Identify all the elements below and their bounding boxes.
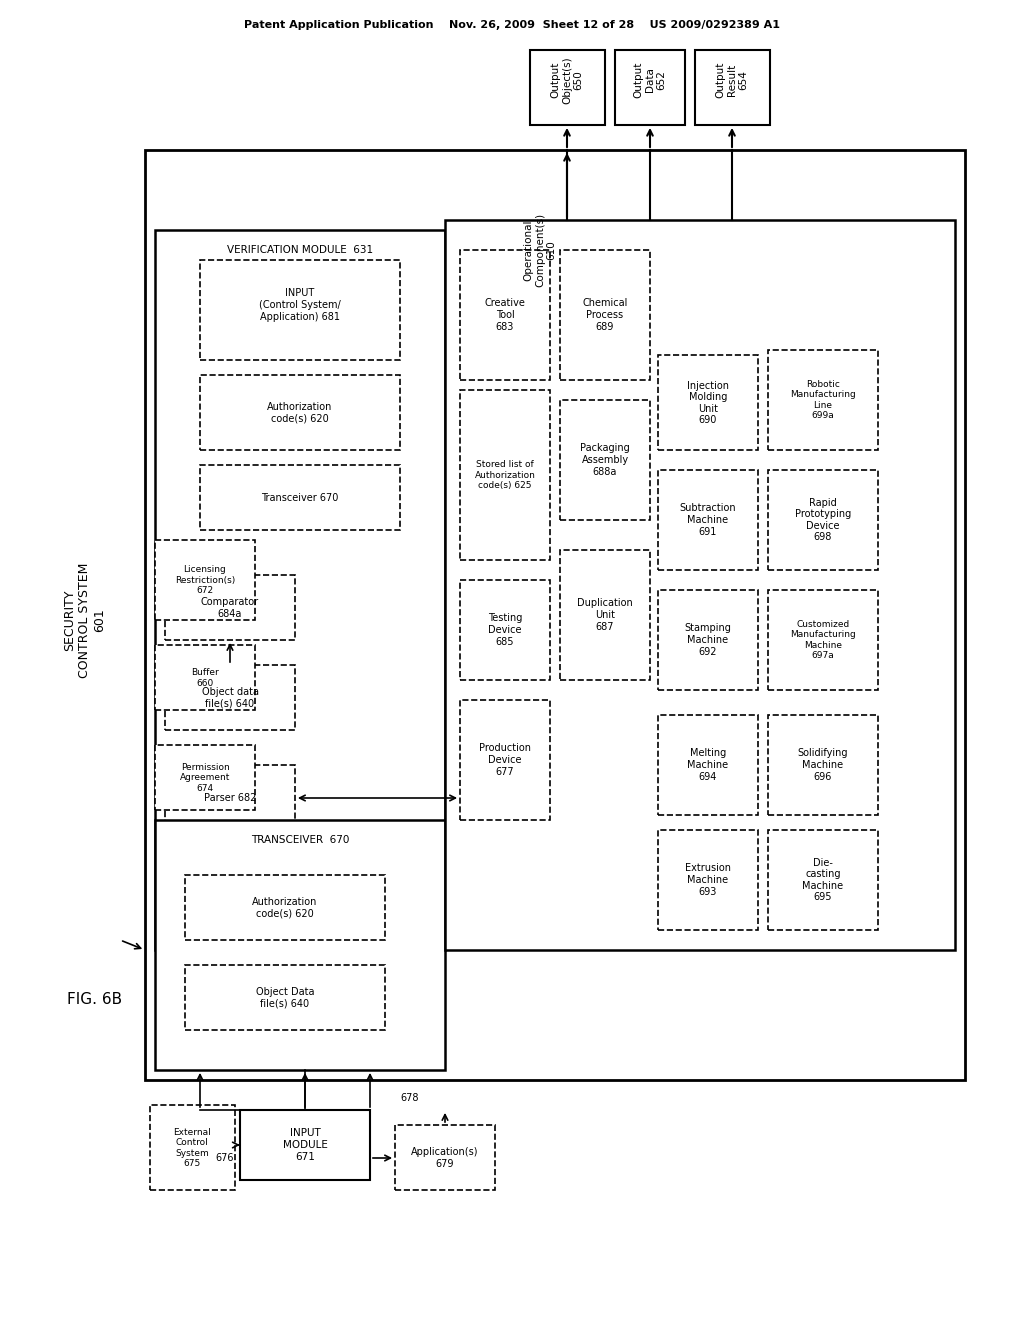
Text: Transceiver 670: Transceiver 670 [261,492,339,503]
Text: Subtraction
Machine
691: Subtraction Machine 691 [680,503,736,537]
Text: Packaging
Assembly
688a: Packaging Assembly 688a [581,444,630,477]
FancyBboxPatch shape [155,820,445,1071]
Text: External
Control
System
675: External Control System 675 [173,1127,211,1168]
FancyBboxPatch shape [460,700,550,820]
FancyBboxPatch shape [615,50,685,125]
Text: Operational
Component(s)
610: Operational Component(s) 610 [523,213,557,286]
FancyBboxPatch shape [768,350,878,450]
Text: Object data
file(s) 640: Object data file(s) 640 [202,688,258,709]
Text: 678: 678 [400,1093,419,1104]
Text: FIG. 6B: FIG. 6B [68,993,123,1007]
Text: Customized
Manufacturing
Machine
697a: Customized Manufacturing Machine 697a [791,620,856,660]
FancyBboxPatch shape [155,744,255,810]
Text: Licensing
Restriction(s)
672: Licensing Restriction(s) 672 [175,565,236,595]
FancyBboxPatch shape [165,576,295,640]
FancyBboxPatch shape [768,470,878,570]
Text: Object Data
file(s) 640: Object Data file(s) 640 [256,987,314,1008]
FancyBboxPatch shape [165,665,295,730]
FancyBboxPatch shape [658,830,758,931]
Text: Permission
Agreement
674: Permission Agreement 674 [180,763,230,793]
FancyBboxPatch shape [658,590,758,690]
Text: Extrusion
Machine
693: Extrusion Machine 693 [685,863,731,896]
Text: Comparator
684a: Comparator 684a [201,597,259,619]
Text: Solidifying
Machine
696: Solidifying Machine 696 [798,748,848,781]
FancyBboxPatch shape [150,1105,234,1191]
Text: VERIFICATION MODULE  631: VERIFICATION MODULE 631 [227,246,373,255]
Text: Authorization
code(s) 620: Authorization code(s) 620 [252,898,317,919]
Text: INPUT
MODULE
671: INPUT MODULE 671 [283,1129,328,1162]
Text: Stamping
Machine
692: Stamping Machine 692 [685,623,731,656]
Text: Melting
Machine
694: Melting Machine 694 [687,748,728,781]
FancyBboxPatch shape [658,470,758,570]
FancyBboxPatch shape [155,230,445,950]
FancyBboxPatch shape [530,50,605,125]
FancyBboxPatch shape [768,715,878,814]
FancyBboxPatch shape [145,150,965,1080]
FancyBboxPatch shape [200,260,400,360]
FancyBboxPatch shape [768,590,878,690]
Text: INPUT
(Control System/
Application) 681: INPUT (Control System/ Application) 681 [259,288,341,322]
FancyBboxPatch shape [560,249,650,380]
Text: Duplication
Unit
687: Duplication Unit 687 [578,598,633,631]
FancyBboxPatch shape [460,249,550,380]
FancyBboxPatch shape [200,375,400,450]
Text: Die-
casting
Machine
695: Die- casting Machine 695 [803,858,844,903]
Text: Application(s)
679: Application(s) 679 [412,1147,479,1168]
Text: Authorization
code(s) 620: Authorization code(s) 620 [267,403,333,424]
FancyBboxPatch shape [460,579,550,680]
FancyBboxPatch shape [560,400,650,520]
FancyBboxPatch shape [560,550,650,680]
FancyBboxPatch shape [165,766,295,830]
FancyBboxPatch shape [155,645,255,710]
FancyBboxPatch shape [185,875,385,940]
Text: Output
Object(s)
650: Output Object(s) 650 [551,57,584,104]
FancyBboxPatch shape [155,540,255,620]
Text: Rapid
Prototyping
Device
698: Rapid Prototyping Device 698 [795,498,851,543]
FancyBboxPatch shape [240,1110,370,1180]
FancyBboxPatch shape [445,220,955,950]
FancyBboxPatch shape [658,355,758,450]
Text: Output
Result
654: Output Result 654 [716,62,749,98]
Text: Injection
Molding
Unit
690: Injection Molding Unit 690 [687,380,729,425]
Text: Testing
Device
685: Testing Device 685 [487,614,522,647]
FancyBboxPatch shape [200,465,400,531]
FancyBboxPatch shape [395,1125,495,1191]
Text: Buffer
660: Buffer 660 [191,668,219,688]
Text: SECURITY
CONTROL SYSTEM
601: SECURITY CONTROL SYSTEM 601 [63,562,106,677]
Text: Stored list of
Authorization
code(s) 625: Stored list of Authorization code(s) 625 [474,461,536,490]
Text: Creative
Tool
683: Creative Tool 683 [484,298,525,331]
Text: Robotic
Manufacturing
Line
699a: Robotic Manufacturing Line 699a [791,380,856,420]
Text: Output
Data
652: Output Data 652 [634,62,667,98]
Text: Production
Device
677: Production Device 677 [479,743,531,776]
Text: 676: 676 [216,1152,234,1163]
FancyBboxPatch shape [768,830,878,931]
Text: TRANSCEIVER  670: TRANSCEIVER 670 [251,836,349,845]
FancyBboxPatch shape [460,389,550,560]
Text: Parser 682: Parser 682 [204,793,256,803]
Text: Patent Application Publication    Nov. 26, 2009  Sheet 12 of 28    US 2009/02923: Patent Application Publication Nov. 26, … [244,20,780,30]
FancyBboxPatch shape [658,715,758,814]
Text: Chemical
Process
689: Chemical Process 689 [583,298,628,331]
FancyBboxPatch shape [695,50,770,125]
FancyBboxPatch shape [185,965,385,1030]
